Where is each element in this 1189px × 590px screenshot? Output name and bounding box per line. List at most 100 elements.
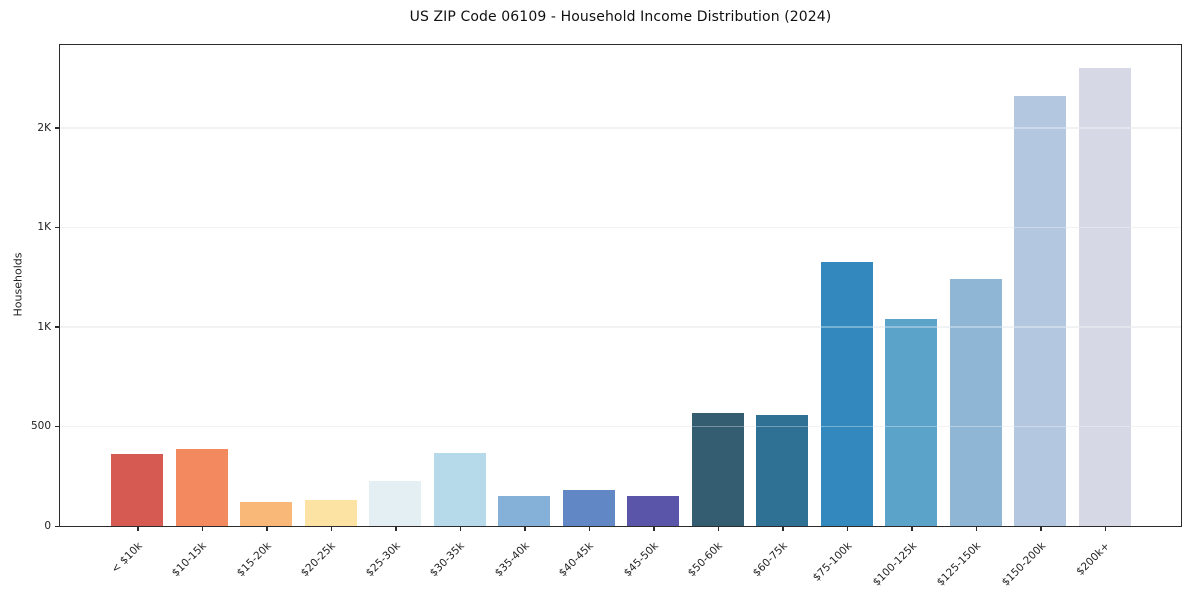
bar-slot: [879, 45, 944, 531]
x-tick-mark: [653, 526, 655, 531]
bars-layer: [60, 45, 1181, 531]
bar: [691, 413, 744, 526]
x-tick-label: $150-200k: [999, 540, 1048, 589]
gridline: [60, 426, 1181, 428]
x-label-slot: $25-30k: [362, 533, 427, 588]
x-tick-label: $35-40k: [492, 540, 532, 580]
bar: [369, 481, 422, 526]
bar-slot: [363, 45, 428, 531]
gridlines: [60, 45, 1181, 526]
x-tick-label: $75-100k: [810, 540, 855, 584]
y-tick-label: 1K: [37, 221, 51, 234]
bars-row: [105, 45, 1138, 531]
y-tick-mark: [55, 426, 60, 428]
x-tick-mark: [459, 526, 462, 531]
x-label-slot: $45-50k: [620, 533, 685, 588]
bar: [433, 453, 486, 526]
x-tick-label: $100-125k: [870, 540, 919, 589]
bar: [240, 502, 293, 526]
bar-slot: [105, 45, 170, 531]
bar-slot: [815, 45, 880, 531]
bar-slot: [234, 45, 299, 531]
bar: [627, 496, 680, 526]
bar: [562, 490, 615, 526]
x-label-slot: $100-125k: [870, 533, 943, 589]
plot-area: 0 500 1K 1K 2K: [31, 44, 1182, 532]
x-label-slot: < $10k: [104, 533, 169, 588]
bar-slot: [428, 45, 493, 531]
chart-title: US ZIP Code 06109 - Household Income Dis…: [409, 9, 832, 25]
x-tick-mark: [1104, 526, 1107, 531]
x-tick-mark: [524, 526, 526, 531]
x-label-slot: $150-200k: [999, 533, 1072, 589]
gridline: [60, 326, 1181, 328]
x-tick-label: < $10k: [109, 540, 145, 576]
x-tick-label: $50-60k: [686, 540, 726, 580]
x-tick-label: $30-35k: [428, 540, 468, 580]
bar: [175, 449, 228, 526]
x-tick-label: $25-30k: [363, 540, 403, 580]
bar-slot: [170, 45, 235, 531]
bar-slot: [299, 45, 364, 531]
bar: [1078, 67, 1131, 526]
bar: [820, 262, 873, 526]
x-label-slot: $50-60k: [685, 533, 750, 588]
x-tick-mark: [846, 526, 849, 531]
x-label-slot: $200k+: [1072, 533, 1137, 588]
y-tick-mark: [55, 326, 60, 328]
gridline: [60, 226, 1181, 229]
bar: [756, 415, 809, 526]
bar-slot: [1073, 45, 1138, 531]
bar: [1014, 95, 1067, 526]
x-tick-label: $15-20k: [234, 540, 274, 580]
x-tick-label: $45-50k: [621, 540, 661, 580]
x-tick-mark: [717, 526, 720, 531]
x-label-slot: $20-25k: [298, 533, 363, 588]
y-tick-label: 0: [44, 520, 51, 532]
y-axis-label: Households: [11, 252, 25, 317]
bar: [111, 454, 164, 526]
x-label-slot: $35-40k: [491, 533, 556, 588]
gridline: [60, 226, 1181, 229]
x-tick-label: $200k+: [1074, 540, 1113, 578]
bar-slot: [944, 45, 1009, 531]
x-tick-mark: [975, 526, 978, 531]
bar: [304, 500, 357, 526]
x-label-slot: $125-150k: [935, 533, 1008, 589]
y-tick-mark: [55, 226, 60, 229]
y-tick-mark: [55, 127, 60, 129]
x-tick-mark: [782, 526, 784, 531]
x-label-slot: $75-100k: [810, 533, 879, 588]
bar: [885, 318, 938, 526]
gridline: [60, 127, 1181, 129]
x-tick-label: $40-45k: [557, 540, 597, 580]
x-tick-mark: [911, 526, 913, 531]
y-tick-label: 1K: [37, 320, 51, 333]
x-tick-mark: [137, 526, 139, 531]
bar-slot: [750, 45, 815, 531]
gridline: [60, 426, 1181, 428]
bar: [498, 496, 551, 526]
gridlines-overlay: [60, 45, 1181, 526]
x-label-slot: $60-75k: [749, 533, 814, 588]
bar: [949, 279, 1002, 526]
bar-slot: [621, 45, 686, 531]
x-label-slot: $40-45k: [556, 533, 621, 588]
x-axis-labels: < $10k $10-15k $15-20k $20-25k $25-30k $30-35…: [104, 533, 1137, 589]
y-tick-mark: [55, 525, 60, 527]
x-label-slot: $15-20k: [233, 533, 298, 588]
bar-slot: [492, 45, 557, 531]
y-tick-label: 500: [30, 420, 51, 433]
bar-slot: [686, 45, 751, 531]
bar-slot: [557, 45, 622, 531]
x-tick-mark: [588, 526, 591, 531]
x-tick-mark: [201, 526, 204, 531]
x-tick-label: $125-150k: [934, 540, 984, 589]
x-tick-mark: [266, 526, 268, 531]
bar-slot: [1008, 45, 1073, 531]
gridline: [60, 127, 1181, 129]
x-tick-mark: [395, 526, 397, 531]
x-tick-label: $60-75k: [750, 540, 790, 580]
x-label-slot: $30-35k: [427, 533, 492, 588]
x-tick-mark: [330, 526, 333, 531]
